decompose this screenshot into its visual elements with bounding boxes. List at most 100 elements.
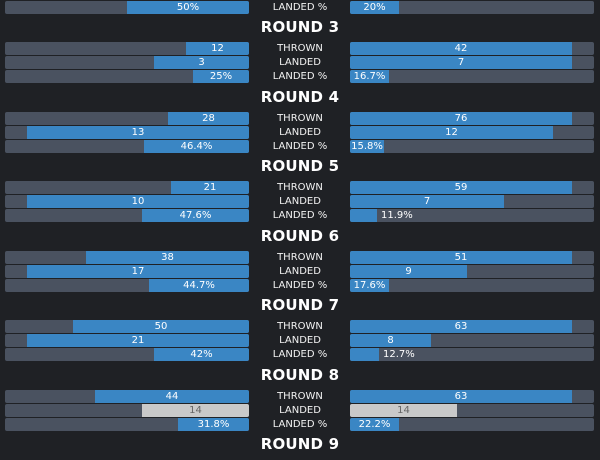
round-5-thrown-right-value: 59: [454, 182, 468, 193]
round-4-landed-pct-left-fill: 46.4%: [144, 140, 249, 153]
round-4-landed-left-value: 13: [131, 127, 145, 138]
round-5-landed-pct-right-track: 11.9%: [350, 209, 594, 222]
round-3-landed-left-value: 3: [198, 57, 205, 68]
round-5-thrown-right-track: 59: [350, 181, 594, 194]
prev-landed-pct-left-value: 50%: [176, 2, 200, 13]
round-8-thrown-left-track: 44: [5, 390, 249, 403]
round-6-thrown-right-track: 51: [350, 251, 594, 264]
round-7-landed-pct-right-fill: [350, 348, 379, 361]
round-4-thrown-left-track: 28: [5, 112, 249, 125]
round-5-landed-right-fill: 7: [350, 195, 504, 208]
round-7-landed-pct-label: LANDED %: [272, 349, 328, 360]
round-3-thrown-right-value: 42: [454, 43, 468, 54]
round-5-thrown-left-track: 21: [5, 181, 249, 194]
round-4-landed-pct-right-value: 15.8%: [351, 141, 383, 152]
round-5-landed-left-fill: 10: [27, 195, 249, 208]
round-5-landed-left-track: 10: [5, 195, 249, 208]
round-4-landed-pct-left-track: 46.4%: [5, 140, 249, 153]
round-4-thrown-left-value: 28: [202, 113, 215, 124]
round-3-landed-label: LANDED: [279, 57, 321, 68]
round-6-landed-pct-right-fill: 17.6%: [350, 279, 389, 292]
round-8-landed-left-track: 14: [5, 404, 249, 417]
round-6-thrown-right-fill: 51: [350, 251, 572, 264]
round-8-landed-pct-left-fill: 31.8%: [178, 418, 249, 431]
round-3-thrown-left-value: 12: [211, 43, 224, 54]
round-5-landed-pct-left-fill: 47.6%: [142, 209, 249, 222]
round-5-landed-left-value: 10: [131, 196, 145, 207]
round-8-landed-left-value: 14: [189, 405, 202, 416]
round-5-landed-label: LANDED: [279, 196, 321, 207]
round-3-thrown-label: THROWN: [277, 43, 323, 54]
round-6-landed-pct-right-track: 17.6%: [350, 279, 594, 292]
round-6-thrown-right-value: 51: [454, 252, 468, 263]
round-8-landed-pct-left-value: 31.8%: [197, 419, 230, 430]
round-8-thrown-right-fill: 63: [350, 390, 572, 403]
round-4-landed-label: LANDED: [279, 127, 321, 138]
round-3-landed-pct-right-value: 16.7%: [353, 71, 386, 82]
round-3-landed-left-fill: 3: [154, 56, 249, 69]
round-5-thrown-left-value: 21: [203, 182, 217, 193]
prev-landed-pct-right-track: 20%: [350, 1, 594, 14]
round-8-landed-right-value: 14: [397, 405, 410, 416]
round-7-landed-left-track: 21: [5, 334, 249, 347]
round-3-thrown-right-track: 42: [350, 42, 594, 55]
round-6-landed-right-track: 9: [350, 265, 594, 278]
round-8-thrown-left-value: 44: [165, 391, 179, 402]
round-4-landed-right-fill: 12: [350, 126, 553, 139]
round-6-thrown-left-fill: 38: [86, 251, 249, 264]
round-7-landed-pct-left-value: 42%: [190, 349, 213, 360]
round-5-landed-pct-left-value: 47.6%: [179, 210, 212, 221]
round-8-landed-right-fill: 14: [350, 404, 457, 417]
round-4-landed-pct-label: LANDED %: [272, 141, 328, 152]
round-7-landed-left-fill: 21: [27, 334, 249, 347]
round-4-thrown-right-track: 76: [350, 112, 594, 125]
round-8-thrown-label: THROWN: [277, 391, 323, 402]
round-6-landed-pct-label: LANDED %: [272, 280, 328, 291]
round-7-landed-label: LANDED: [279, 335, 321, 346]
round-7-thrown-right-value: 63: [454, 321, 468, 332]
prev-landed-pct-label: LANDED %: [272, 2, 328, 13]
round-4-landed-right-value: 12: [445, 127, 458, 138]
round-7-landed-right-fill: 8: [350, 334, 431, 347]
round-6-landed-left-value: 17: [131, 266, 145, 277]
round-4-landed-left-fill: 13: [27, 126, 249, 139]
round-8-thrown-left-fill: 44: [95, 390, 249, 403]
round-8-title: ROUND 8: [260, 366, 340, 384]
round-6-landed-pct-right-value: 17.6%: [353, 280, 386, 291]
round-4-landed-right-track: 12: [350, 126, 594, 139]
round-5-thrown-right-fill: 59: [350, 181, 572, 194]
round-8-landed-label: LANDED: [279, 405, 321, 416]
round-7-landed-pct-left-fill: 42%: [154, 348, 249, 361]
round-5-title: ROUND 5: [260, 157, 340, 175]
round-7-thrown-right-track: 63: [350, 320, 594, 333]
round-3-landed-pct-left-fill: 25%: [193, 70, 249, 83]
round-6-landed-left-track: 17: [5, 265, 249, 278]
round-8-landed-right-track: 14: [350, 404, 594, 417]
round-8-landed-left-fill: 14: [142, 404, 249, 417]
round-7-landed-pct-left-track: 42%: [5, 348, 249, 361]
round-4-landed-pct-right-fill: 15.8%: [350, 140, 384, 153]
round-6-thrown-left-value: 38: [161, 252, 174, 263]
round-6-landed-pct-left-fill: 44.7%: [149, 279, 249, 292]
round-3-landed-pct-left-track: 25%: [5, 70, 249, 83]
round-6-landed-label: LANDED: [279, 266, 321, 277]
round-5-thrown-label: THROWN: [277, 182, 323, 193]
round-5-landed-pct-right-value: 11.9%: [381, 210, 413, 221]
round-7-thrown-left-value: 50: [154, 321, 168, 332]
round-7-thrown-left-track: 50: [5, 320, 249, 333]
round-8-landed-pct-label: LANDED %: [272, 419, 328, 430]
round-4-landed-pct-left-value: 46.4%: [180, 141, 213, 152]
round-5-landed-pct-right-fill: [350, 209, 377, 222]
round-7-landed-pct-right-value: 12.7%: [383, 349, 415, 360]
round-4-landed-left-track: 13: [5, 126, 249, 139]
round-9-title: ROUND 9: [260, 435, 340, 453]
round-7-title: ROUND 7: [260, 296, 340, 314]
round-8-landed-pct-right-value: 22.2%: [358, 419, 391, 430]
round-3-landed-pct-right-track: 16.7%: [350, 70, 594, 83]
round-3-landed-pct-label: LANDED %: [272, 71, 328, 82]
round-7-thrown-label: THROWN: [277, 321, 323, 332]
round-3-landed-pct-right-fill: 16.7%: [350, 70, 389, 83]
round-3-landed-right-fill: 7: [350, 56, 572, 69]
round-8-thrown-right-track: 63: [350, 390, 594, 403]
